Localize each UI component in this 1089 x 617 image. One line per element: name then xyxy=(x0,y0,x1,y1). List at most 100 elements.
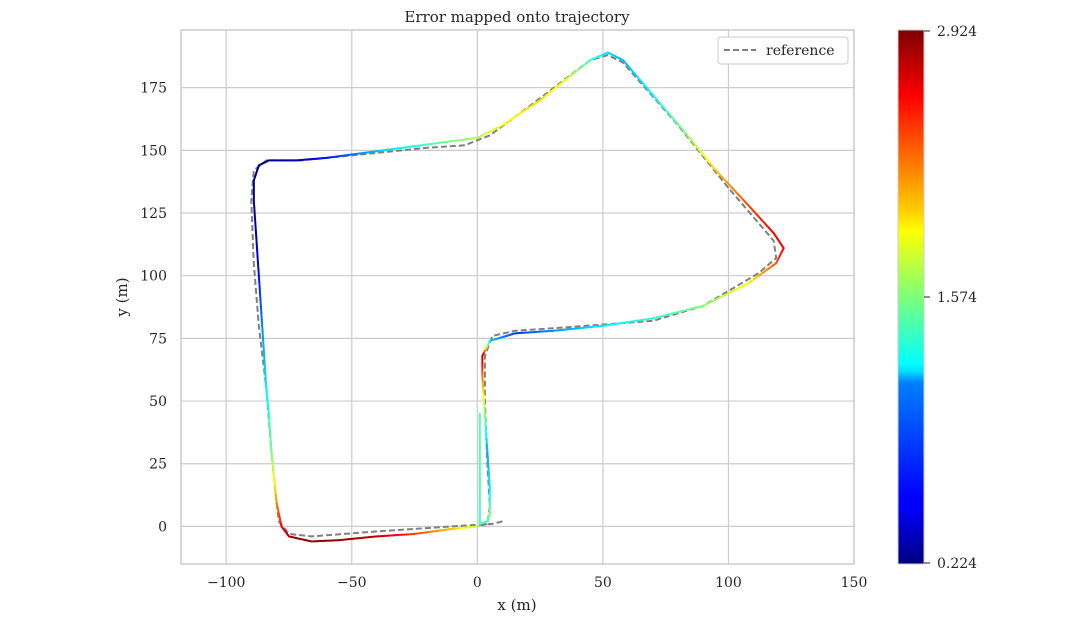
trajectory-segment xyxy=(344,153,353,157)
trajectory-segment xyxy=(731,186,739,195)
x-tick-label: −50 xyxy=(337,575,367,591)
trajectory-layer xyxy=(252,51,785,543)
trajectory-segment xyxy=(457,138,466,142)
y-tick-label: 0 xyxy=(158,519,167,535)
trajectory-segment xyxy=(350,152,360,156)
trajectory-segment xyxy=(369,150,378,154)
trajectory-segment xyxy=(338,154,347,158)
trajectory-segment xyxy=(747,204,754,212)
trajectory-segment xyxy=(717,293,727,300)
trajectory-segment xyxy=(724,289,735,296)
trajectory-segment xyxy=(677,308,688,314)
y-tick-label: 25 xyxy=(149,457,167,473)
trajectory-segment xyxy=(400,145,410,149)
trajectory-segment xyxy=(426,530,435,534)
trajectory-segment xyxy=(660,313,671,318)
trajectory-segment xyxy=(672,117,680,126)
trajectory-segment xyxy=(760,218,767,225)
plot-frame xyxy=(180,29,855,565)
trajectory-segment xyxy=(618,321,629,325)
trajectory-segment xyxy=(444,527,454,531)
trajectory-segment xyxy=(413,532,422,535)
trajectory-segment xyxy=(742,198,750,207)
colorbar-label-max: 2.924 xyxy=(937,24,977,40)
trajectory-segment xyxy=(407,145,416,148)
trajectory-segment xyxy=(438,528,447,532)
trajectory-segment xyxy=(593,324,604,328)
trajectory-segment xyxy=(720,175,728,184)
chart-title: Error mapped onto trajectory xyxy=(404,8,630,26)
trajectory-segment xyxy=(751,209,758,216)
x-tick-label: 50 xyxy=(594,575,612,591)
trajectory-segment xyxy=(344,537,353,541)
colorbar-gradient xyxy=(897,29,925,565)
trajectory-segment xyxy=(709,162,717,172)
trajectory-segment xyxy=(725,181,734,189)
trajectory-segment xyxy=(363,536,372,539)
trajectory-segment xyxy=(568,327,579,331)
trajectory-segment xyxy=(419,531,429,535)
y-tick-label: 75 xyxy=(149,331,167,347)
trajectory-segment xyxy=(632,70,640,79)
trajectory-segment xyxy=(647,88,655,97)
trajectory-segment xyxy=(394,146,403,150)
trajectory-segment xyxy=(470,136,479,140)
trajectory-segment xyxy=(682,129,690,138)
y-tick-label: 150 xyxy=(140,143,167,159)
trajectory-segment xyxy=(637,76,645,85)
trajectory-segment xyxy=(652,94,660,103)
trajectory-segment xyxy=(755,213,763,221)
trajectory-segment xyxy=(687,135,696,145)
trajectory-segment xyxy=(331,155,341,159)
legend-reference-label: reference xyxy=(766,43,835,59)
colorbar-label-min: 0.224 xyxy=(937,556,977,572)
trajectory-segment xyxy=(709,297,720,304)
trajectory-segment xyxy=(419,143,429,147)
y-tick-label: 100 xyxy=(140,269,167,285)
trajectory-segment xyxy=(451,139,460,143)
trajectory-segment xyxy=(526,103,535,110)
trajectory-segment xyxy=(643,317,655,321)
trajectory-segment xyxy=(388,147,397,151)
x-tick-label: −100 xyxy=(207,575,245,591)
trajectory-segment xyxy=(560,328,571,332)
trajectory-segment xyxy=(413,144,422,148)
trajectory-segment xyxy=(621,59,629,67)
trajectory-segment xyxy=(610,322,621,326)
trajectory-segment xyxy=(325,156,334,159)
trajectory-segment xyxy=(357,151,366,155)
trajectory-segment xyxy=(501,120,510,127)
trajectory-segment xyxy=(764,222,771,230)
colorbar: 2.924 1.574 0.224 xyxy=(897,24,977,572)
x-tick-label: 100 xyxy=(715,575,742,591)
x-tick-labels: −100 −50 0 50 100 150 xyxy=(207,575,867,591)
trajectory-segment xyxy=(338,538,347,542)
trajectory-segment xyxy=(642,82,650,91)
trajectory-segment xyxy=(685,306,696,311)
y-axis-label: y (m) xyxy=(113,277,131,317)
colorbar-label-mid: 1.574 xyxy=(937,290,977,306)
trajectory-segment xyxy=(532,99,542,106)
trajectory-segment xyxy=(702,301,712,307)
y-tick-label: 175 xyxy=(140,81,167,97)
trajectory-segment xyxy=(768,227,775,235)
trajectory-segment xyxy=(626,319,638,324)
trajectory-segment xyxy=(626,64,635,73)
x-tick-label: 0 xyxy=(473,575,482,591)
trajectory-segment xyxy=(657,100,665,108)
trajectory-segment xyxy=(520,107,529,114)
trajectory-segment xyxy=(432,141,441,145)
trajectory-segment xyxy=(369,535,378,539)
trajectory-segment xyxy=(698,149,707,159)
trajectory-segment xyxy=(667,111,675,120)
trajectory-segment xyxy=(463,137,473,141)
trajectory-segment xyxy=(668,311,680,316)
trajectory-segment xyxy=(677,123,685,132)
trajectory-segment xyxy=(363,151,372,154)
trajectory-segment xyxy=(576,326,588,330)
trajectory-segment xyxy=(736,192,745,201)
trajectory-segment xyxy=(507,115,516,123)
trajectory-segment xyxy=(601,323,613,327)
trajectory-segment xyxy=(704,156,712,165)
